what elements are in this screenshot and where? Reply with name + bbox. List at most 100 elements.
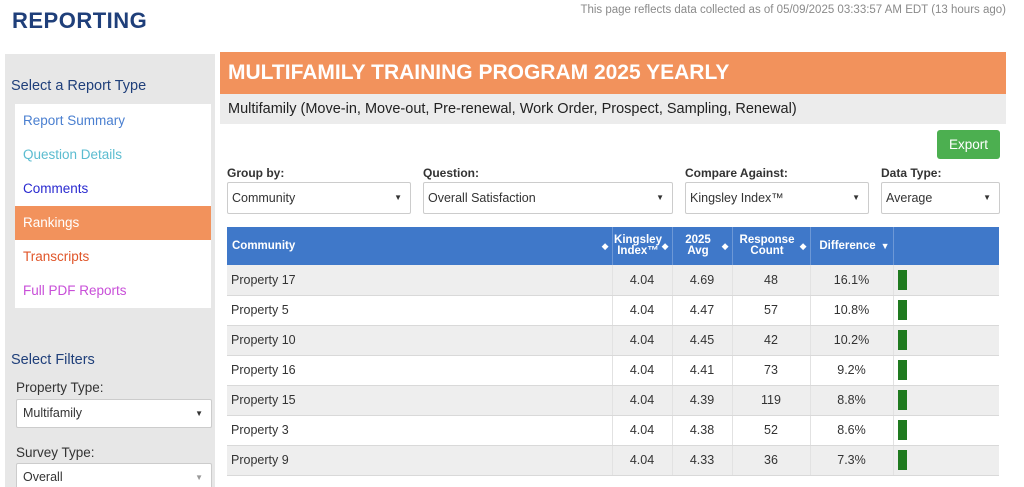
group-by-select[interactable]: Community ▼ [227,182,411,214]
compare-control: Compare Against: Kingsley Index™ ▼ [685,166,869,214]
table-row: Property 3 4.04 4.38 52 8.6% [227,415,999,446]
report-type-list: Report Summary Question Details Comments… [15,104,211,308]
column-label: Response [739,234,795,246]
difference-cell: 10.2% [810,325,894,356]
kingsley-index-cell: 4.04 [612,385,673,416]
response-count-cell: 36 [732,445,811,476]
report-title: MULTIFAMILY TRAINING PROGRAM 2025 YEARLY [220,52,1006,94]
avg-cell: 4.41 [672,355,733,386]
table-row: Property 9 4.04 4.33 36 7.3% [227,445,999,476]
table-row: Property 10 4.04 4.45 42 10.2% [227,325,999,356]
avg-cell: 4.69 [672,265,733,296]
community-cell: Property 3 [227,415,613,446]
kingsley-index-cell: 4.04 [612,295,673,326]
difference-bar [897,450,907,470]
compare-select[interactable]: Kingsley Index™ ▼ [685,182,869,214]
avg-cell: 4.45 [672,325,733,356]
column-label: Index™ [617,245,659,257]
table-row: Property 15 4.04 4.39 119 8.8% [227,385,999,416]
response-count-cell: 52 [732,415,811,446]
chevron-down-icon: ▼ [983,193,991,202]
avg-cell: 4.47 [672,295,733,326]
difference-bar [897,390,907,410]
avg-cell: 4.33 [672,445,733,476]
chevron-down-icon: ▼ [195,473,203,482]
difference-bar-cell [893,445,999,476]
filters-heading: Select Filters [11,352,95,368]
question-value: Overall Satisfaction [428,191,536,205]
report-item-transcripts[interactable]: Transcripts [23,249,90,264]
table-row: Property 5 4.04 4.47 57 10.8% [227,295,999,326]
difference-bar [897,420,907,440]
report-item-question-details[interactable]: Question Details [23,147,123,162]
property-type-value: Multifamily [23,406,83,420]
difference-bar-cell [893,265,999,296]
question-select[interactable]: Overall Satisfaction ▼ [423,182,673,214]
difference-cell: 16.1% [810,265,894,296]
response-count-cell: 119 [732,385,811,416]
data-type-value: Average [886,191,933,205]
kingsley-index-cell: 4.04 [612,445,673,476]
group-by-control: Group by: Community ▼ [227,166,411,214]
report-item-summary[interactable]: Report Summary [23,113,126,128]
difference-bar-cell [893,385,999,416]
community-cell: Property 16 [227,355,613,386]
response-count-cell: 57 [732,295,811,326]
main-content: MULTIFAMILY TRAINING PROGRAM 2025 YEARLY… [220,52,1006,487]
data-type-select[interactable]: Average ▼ [881,182,1000,214]
difference-bar [897,300,907,320]
column-label: 2025 [685,234,711,246]
difference-cell: 7.3% [810,445,894,476]
difference-cell: 8.6% [810,415,894,446]
sort-icon: ◆ [601,241,609,251]
group-by-value: Community [232,191,296,205]
community-cell: Property 5 [227,295,613,326]
chevron-down-icon: ▼ [852,193,860,202]
difference-cell: 9.2% [810,355,894,386]
column-header-2025-avg[interactable]: 2025 Avg ◆ [672,227,733,265]
sort-icon: ◆ [661,241,669,251]
chevron-down-icon: ▼ [394,193,402,202]
response-count-cell: 73 [732,355,811,386]
page-title: REPORTING [12,8,148,33]
rankings-table: Community ◆ Kingsley Index™ ◆ 2025 Avg ◆ [227,227,999,487]
kingsley-index-cell: 4.04 [612,325,673,356]
property-type-label: Property Type: [16,380,104,395]
difference-bar-cell [893,355,999,386]
survey-type-select[interactable]: Overall ▼ [16,463,212,487]
difference-bar [897,360,907,380]
data-timestamp: This page reflects data collected as of … [580,4,1006,16]
community-cell: Property 15 [227,385,613,416]
report-item-full-pdf[interactable]: Full PDF Reports [23,283,127,298]
column-header-difference[interactable]: Difference ▼ [810,227,894,265]
column-header-community[interactable]: Community ◆ [227,227,613,265]
column-label: Difference [819,239,876,252]
export-button[interactable]: Export [937,130,1000,159]
community-cell: Property 9 [227,445,613,476]
difference-cell: 10.8% [810,295,894,326]
kingsley-index-cell: 4.04 [612,265,673,296]
survey-type-label: Survey Type: [16,445,95,460]
chevron-down-icon: ▼ [656,193,664,202]
table-row: Property 16 4.04 4.41 73 9.2% [227,355,999,386]
avg-cell: 4.38 [672,415,733,446]
report-item-rankings[interactable]: Rankings [15,206,211,240]
column-label: Count [750,245,784,257]
sort-desc-icon: ▼ [880,241,890,251]
report-type-heading: Select a Report Type [11,78,147,94]
column-label: Community [232,239,296,252]
column-header-response-count[interactable]: Response Count ◆ [732,227,811,265]
question-label: Question: [423,166,479,180]
response-count-cell: 42 [732,325,811,356]
table-header-row: Community ◆ Kingsley Index™ ◆ 2025 Avg ◆ [227,227,999,265]
community-cell: Property 10 [227,325,613,356]
report-item-comments[interactable]: Comments [23,181,89,196]
difference-bar [897,269,907,290]
difference-bar-cell [893,295,999,326]
response-count-cell: 48 [732,265,811,296]
column-header-kingsley-index[interactable]: Kingsley Index™ ◆ [612,227,673,265]
property-type-select[interactable]: Multifamily ▼ [16,399,212,428]
group-by-label: Group by: [227,166,285,180]
column-header-bar [893,227,999,265]
kingsley-index-cell: 4.04 [612,415,673,446]
